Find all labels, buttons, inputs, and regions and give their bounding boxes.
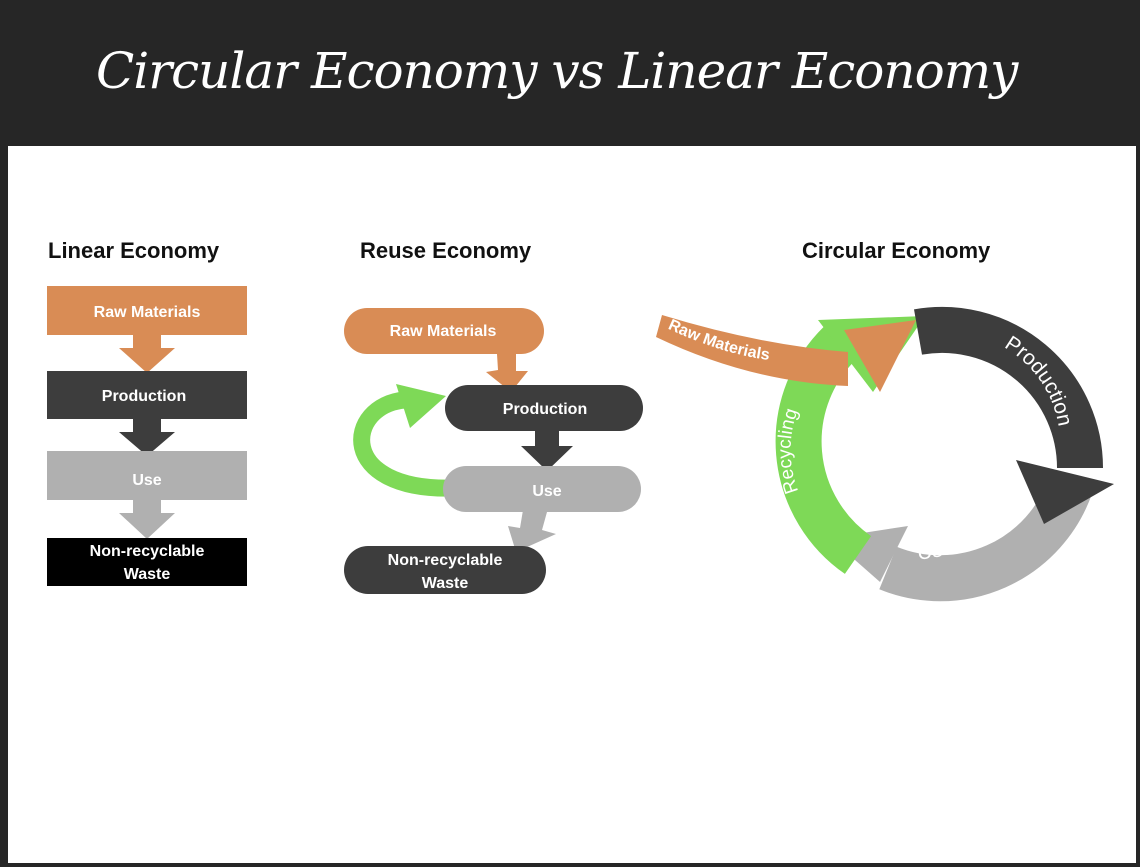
linear-arrow-use-to-waste xyxy=(119,500,175,539)
circular-heading: Circular Economy xyxy=(802,238,991,263)
linear-flow: Raw Materials Production Use Non-recycla… xyxy=(47,286,247,586)
linear-production-label: Production xyxy=(102,388,186,405)
slide-title: Circular Economy vs Linear Economy xyxy=(96,42,1018,100)
reuse-loop-arrow xyxy=(353,391,456,497)
reuse-use-pill xyxy=(443,466,641,512)
circular-raw-arrowhead xyxy=(844,320,916,392)
circular-production-arrowhead xyxy=(1016,460,1114,524)
reuse-raw-label: Raw Materials xyxy=(390,323,497,340)
reuse-use-label: Use xyxy=(532,483,561,500)
circular-flow: Raw Materials Production Use Recycling xyxy=(656,306,1114,602)
reuse-arrow-raw-to-production xyxy=(486,354,528,392)
reuse-loop-arrowhead xyxy=(396,384,446,428)
reuse-raw-pill xyxy=(344,308,544,354)
reuse-waste-label-line2: Waste xyxy=(422,575,469,592)
linear-production-box xyxy=(47,371,247,419)
linear-use-label: Use xyxy=(132,472,161,489)
reuse-arrow-use-to-waste xyxy=(508,510,556,552)
circular-raw-arrow-body xyxy=(656,315,848,386)
linear-raw-box xyxy=(47,286,247,335)
linear-waste-box xyxy=(47,538,247,586)
reuse-arrow-production-to-use xyxy=(521,431,573,471)
reuse-heading: Reuse Economy xyxy=(360,238,532,263)
linear-arrow-raw-to-production xyxy=(119,335,175,373)
linear-waste-label-line1: Non-recyclable xyxy=(90,543,205,560)
reuse-waste-label-line1: Non-recyclable xyxy=(388,552,503,569)
header-bar: Circular Economy vs Linear Economy xyxy=(8,0,1136,146)
reuse-production-pill xyxy=(445,385,643,431)
linear-raw-label: Raw Materials xyxy=(94,304,201,321)
linear-arrow-production-to-use xyxy=(119,419,175,456)
economy-diagram: Raw Materials Production Use Non-recycla… xyxy=(47,286,1114,602)
circular-production-arc xyxy=(914,306,1103,469)
reuse-production-label: Production xyxy=(503,401,587,418)
linear-use-box xyxy=(47,451,247,500)
reuse-waste-pill xyxy=(344,546,546,594)
reuse-flow: Raw Materials Production Use Non-recycla… xyxy=(344,308,643,594)
linear-heading: Linear Economy xyxy=(48,238,220,263)
content-panel: Linear Economy Reuse Economy Circular Ec… xyxy=(8,146,1136,863)
linear-waste-label-line2: Waste xyxy=(124,566,171,583)
